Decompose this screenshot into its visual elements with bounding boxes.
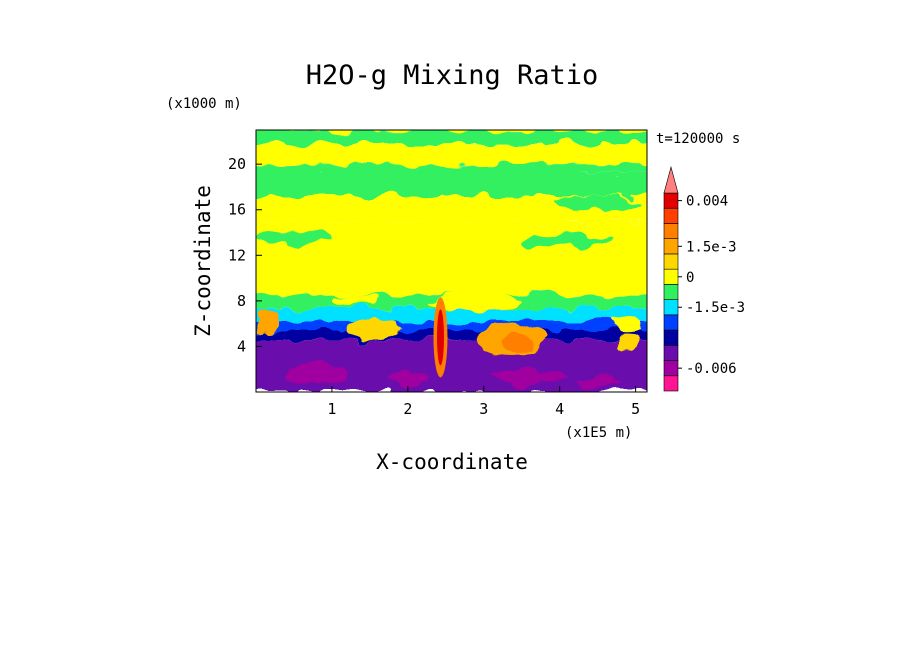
colorbar-level bbox=[663, 253, 679, 270]
x-unit-label: (x1E5 m) bbox=[565, 425, 632, 441]
x-tick-label: 3 bbox=[479, 400, 488, 418]
colorbar-level bbox=[663, 238, 679, 255]
colorbar-level bbox=[663, 268, 679, 285]
x-axis: 1 2 3 4 5 bbox=[327, 386, 640, 418]
colorbar: 0.004 1.5e-3 0 -1.5e-3 -0.006 bbox=[663, 165, 745, 392]
y-unit-label: (x1000 m) bbox=[166, 96, 242, 112]
colorbar-label: 0 bbox=[686, 270, 694, 286]
colorbar-level bbox=[663, 314, 679, 331]
x-tick-label: 1 bbox=[327, 400, 336, 418]
plot-frame bbox=[255, 129, 648, 393]
colorbar-level bbox=[663, 223, 679, 239]
colorbar-level bbox=[663, 299, 679, 316]
colorbar-level bbox=[663, 192, 679, 209]
x-tick-label: 4 bbox=[555, 400, 564, 418]
colorbar-level bbox=[663, 207, 679, 224]
heatmap-field bbox=[256, 130, 647, 392]
y-axis-label: Z-coordinate bbox=[191, 185, 215, 337]
colorbar-label: -0.006 bbox=[686, 361, 737, 377]
time-label: t=120000 s bbox=[656, 131, 740, 147]
colorbar-level bbox=[663, 329, 679, 346]
y-tick-label: 4 bbox=[237, 337, 246, 355]
chart-title: H2O-g Mixing Ratio bbox=[306, 60, 599, 91]
colorbar-top-triangle bbox=[663, 165, 679, 194]
colorbar-level bbox=[663, 345, 679, 361]
y-tick-label: 20 bbox=[228, 155, 246, 173]
y-tick-label: 12 bbox=[228, 246, 246, 264]
x-tick-label: 2 bbox=[403, 400, 412, 418]
y-axis: 4 8 12 16 20 bbox=[228, 155, 262, 355]
colorbar-label: -1.5e-3 bbox=[686, 300, 745, 316]
colorbar-level bbox=[663, 375, 679, 392]
colorbar-level bbox=[663, 284, 679, 300]
x-axis-label: X-coordinate bbox=[376, 450, 528, 474]
y-tick-label: 16 bbox=[228, 201, 246, 219]
y-tick-label: 8 bbox=[237, 292, 246, 310]
colorbar-level bbox=[663, 360, 679, 377]
x-tick-label: 5 bbox=[631, 400, 640, 418]
colorbar-label: 1.5e-3 bbox=[686, 239, 737, 255]
colorbar-label: 0.004 bbox=[686, 194, 728, 210]
